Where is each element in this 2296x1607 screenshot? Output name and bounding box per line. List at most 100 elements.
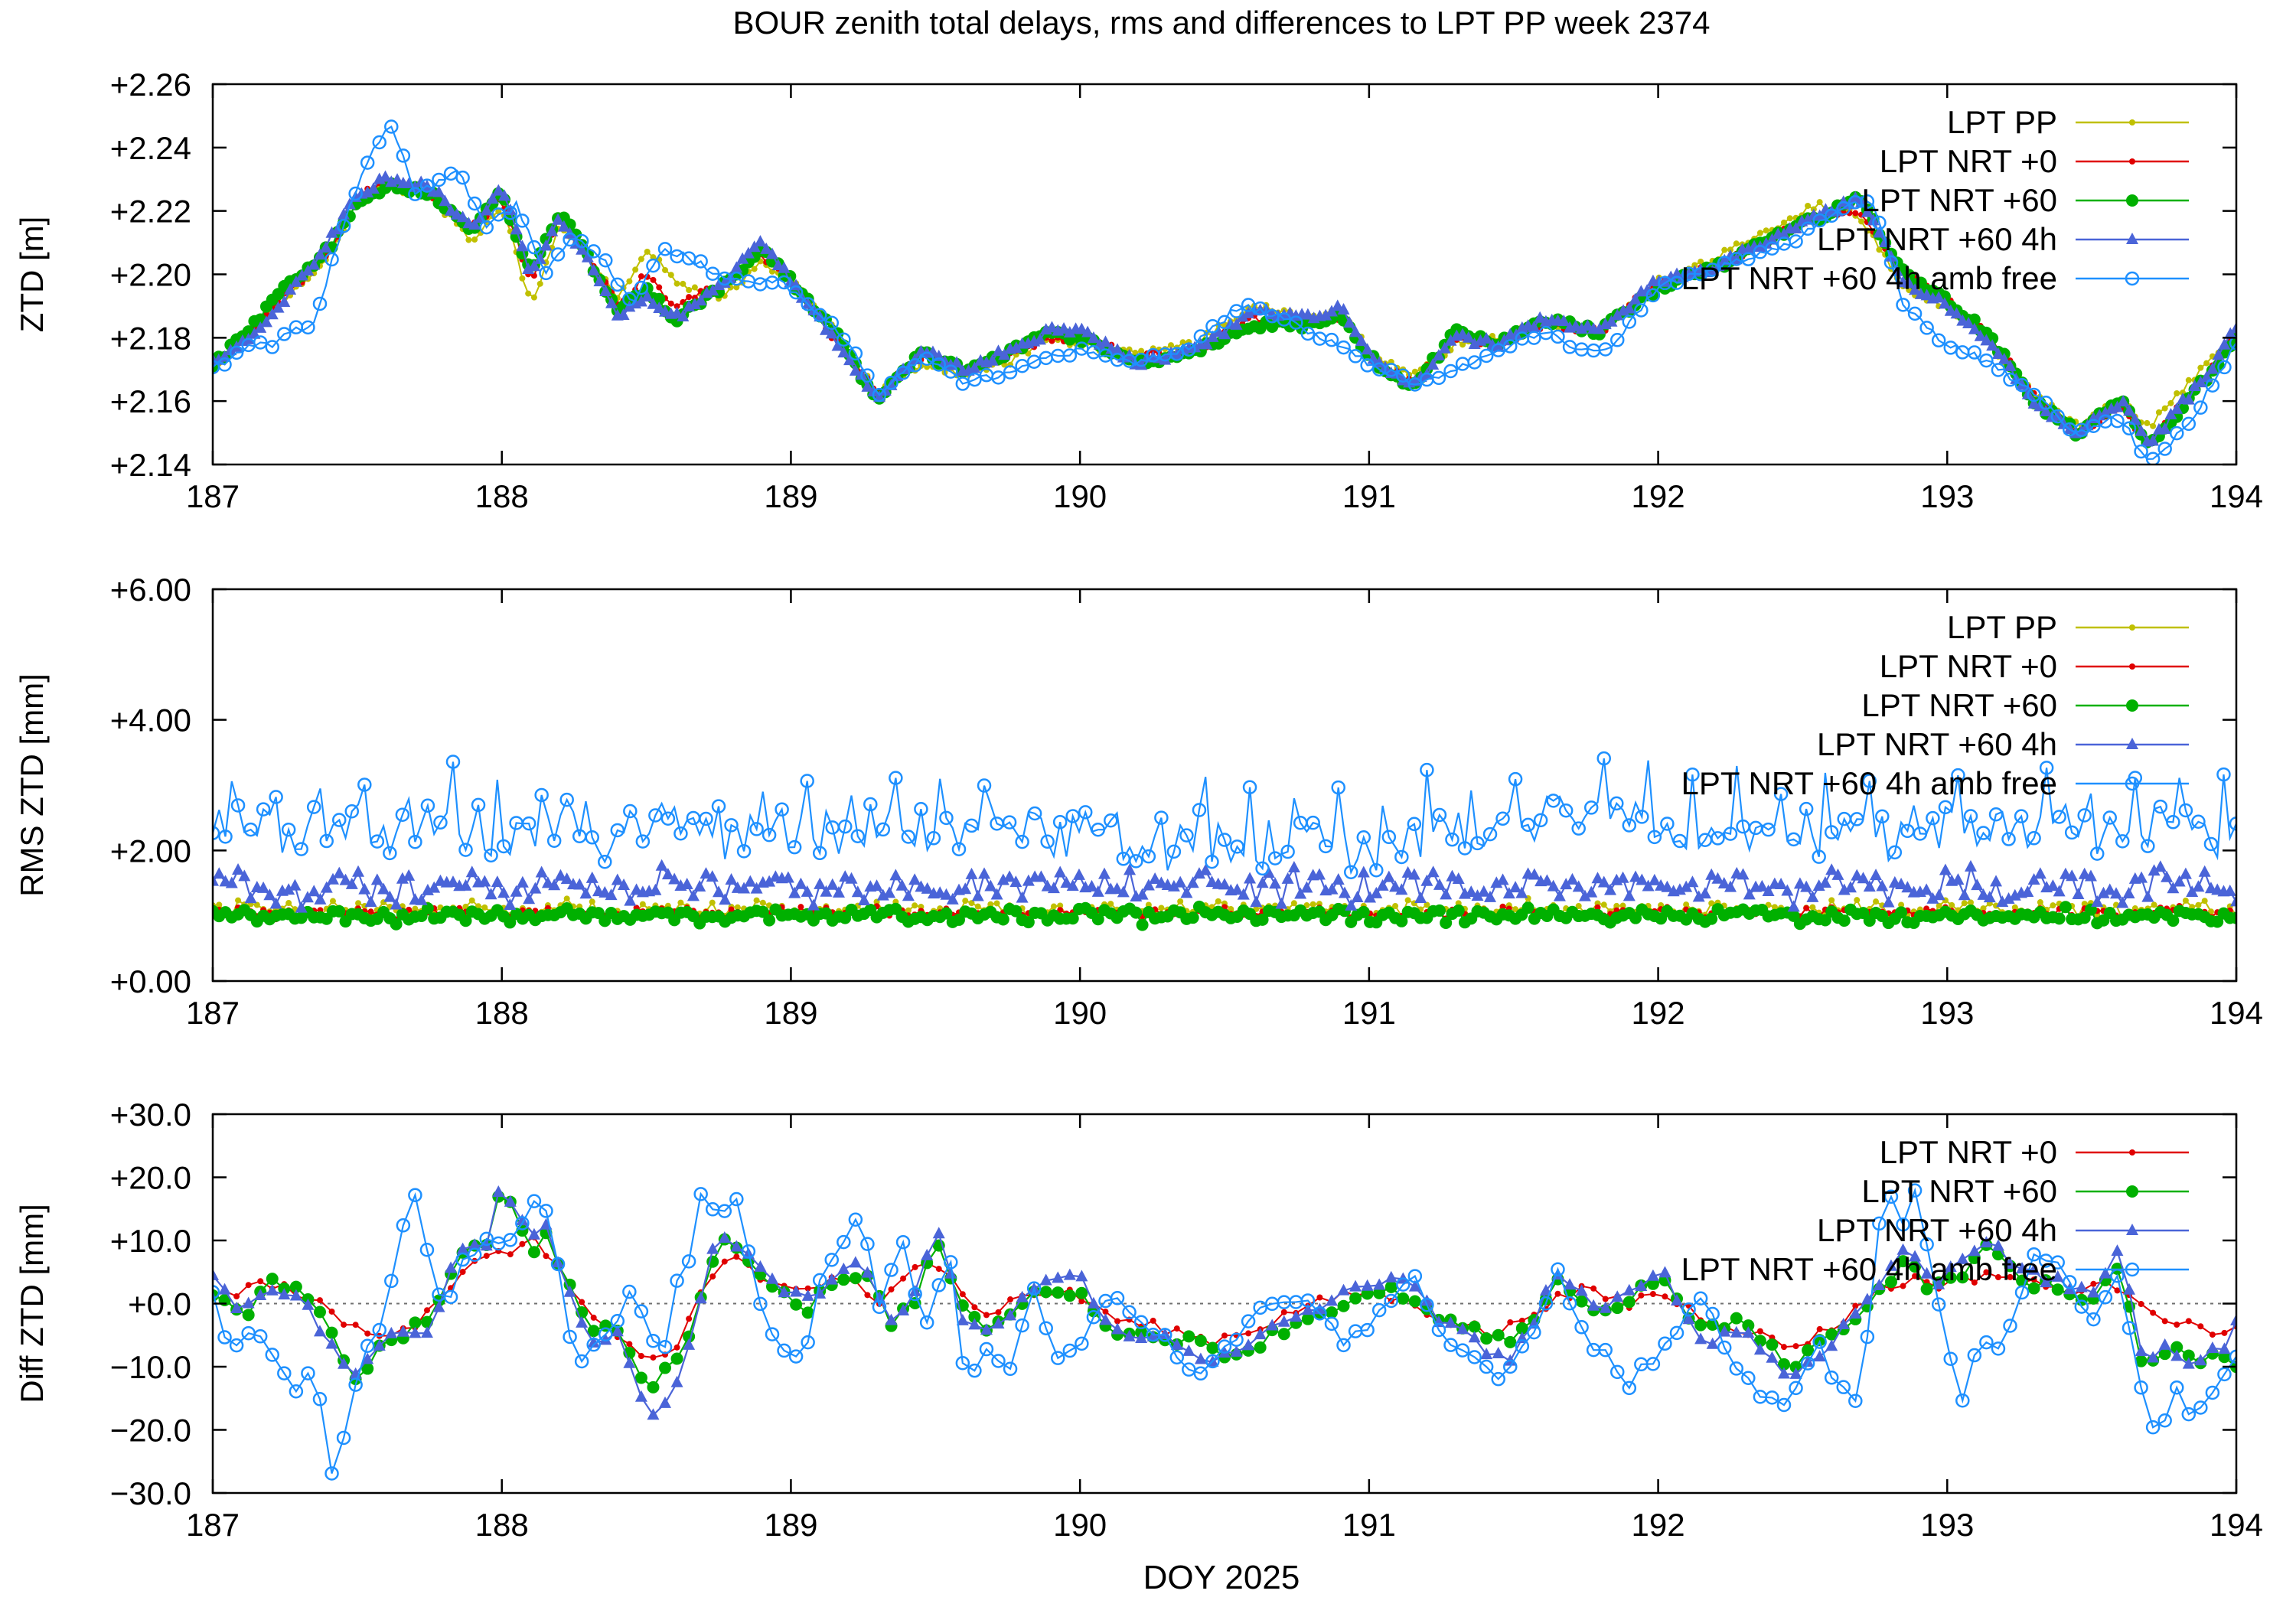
data-point: [837, 1273, 850, 1286]
data-point: [248, 327, 261, 339]
data-point: [2027, 873, 2040, 885]
data-point: [213, 826, 220, 840]
data-point: [611, 873, 624, 885]
data-point: [1133, 1315, 1149, 1330]
data-point: [408, 187, 422, 201]
data-point: [352, 865, 365, 877]
data-point: [1338, 886, 1351, 898]
data-point: [1218, 878, 1231, 890]
data-point: [657, 1339, 673, 1354]
data-point: [1686, 875, 1699, 888]
data-point: [1816, 199, 1823, 206]
data-point: [1553, 889, 1566, 901]
data-point: [253, 1329, 268, 1344]
data-point: [586, 1337, 601, 1352]
data-point: [1903, 276, 1916, 288]
data-point: [677, 899, 684, 906]
data-point: [670, 1352, 683, 1365]
data-point: [1231, 883, 1244, 895]
data-point: [1629, 911, 1642, 924]
data-point: [1369, 863, 1384, 878]
x-tick-label: 193: [1920, 478, 1974, 514]
data-point: [838, 819, 853, 834]
data-point: [883, 886, 896, 898]
data-point: [2195, 901, 2202, 908]
data-point: [1356, 830, 1371, 845]
data-point: [2170, 1349, 2183, 1361]
data-point: [1756, 879, 1769, 892]
data-point: [1681, 1302, 1696, 1317]
data-point: [849, 1256, 862, 1268]
data-point: [687, 889, 700, 901]
data-point: [217, 1330, 232, 1345]
data-point: [2173, 875, 2186, 887]
data-point: [233, 1293, 240, 1300]
data-point: [336, 1430, 351, 1446]
data-point: [956, 1313, 969, 1325]
data-point: [1433, 904, 1446, 917]
data-point: [843, 354, 856, 366]
x-tick-label: 191: [1342, 478, 1396, 514]
data-point: [655, 859, 668, 871]
data-point: [313, 1325, 326, 1337]
data-point: [1951, 768, 1965, 783]
data-point: [408, 834, 422, 849]
data-point: [979, 1341, 994, 1357]
data-point: [2004, 1257, 2017, 1269]
data-point: [717, 1204, 732, 1218]
data-point: [521, 816, 536, 831]
data-point: [1958, 888, 1971, 901]
data-point: [1300, 1293, 1316, 1308]
data-point: [1142, 878, 1155, 891]
data-point: [259, 315, 272, 328]
data-point: [955, 1355, 970, 1371]
data-point: [1990, 875, 2003, 887]
data-point: [1761, 822, 1776, 837]
data-point: [1016, 891, 1029, 903]
data-point: [1611, 308, 1624, 321]
data-point: [2167, 882, 2180, 894]
data-point: [1397, 1292, 1410, 1305]
data-point: [908, 873, 921, 885]
data-point: [598, 253, 613, 268]
data-point: [730, 261, 743, 273]
data-point: [1718, 253, 1731, 266]
data-point: [804, 1285, 811, 1292]
data-point: [2230, 1314, 2236, 1326]
data-point: [1619, 902, 1626, 909]
data-point: [670, 1375, 683, 1387]
data-point: [2050, 902, 2056, 909]
data-point: [662, 266, 669, 273]
data-point: [1825, 1339, 1838, 1351]
data-point: [1392, 903, 1399, 910]
data-point: [1033, 333, 1046, 345]
data-point: [736, 844, 752, 859]
data-point: [1002, 815, 1017, 830]
series-nrt60: [213, 900, 2236, 931]
data-point: [364, 1330, 371, 1337]
data-point: [2161, 1318, 2168, 1325]
data-point: [1221, 1332, 1228, 1339]
data-point: [1812, 879, 1825, 892]
data-point: [1812, 849, 1826, 864]
data-point: [1098, 348, 1113, 363]
data-point: [2185, 376, 2192, 383]
data-point: [1800, 1356, 1815, 1371]
data-point: [546, 224, 559, 236]
data-point: [2185, 1318, 2192, 1325]
data-point: [1824, 1371, 1839, 1385]
data-point: [1122, 1305, 1137, 1320]
data-point: [2181, 1407, 2197, 1422]
data-point: [471, 236, 478, 243]
data-point: [1873, 898, 1880, 905]
data-point: [968, 1318, 981, 1330]
data-point: [1932, 291, 1945, 303]
data-point: [459, 1269, 466, 1276]
data-point: [734, 904, 741, 911]
data-point: [683, 1338, 696, 1350]
data-point: [1396, 1277, 1411, 1292]
data-point: [741, 1244, 756, 1259]
data-point: [1065, 809, 1080, 823]
data-point: [968, 900, 975, 907]
data-point: [2033, 867, 2047, 879]
